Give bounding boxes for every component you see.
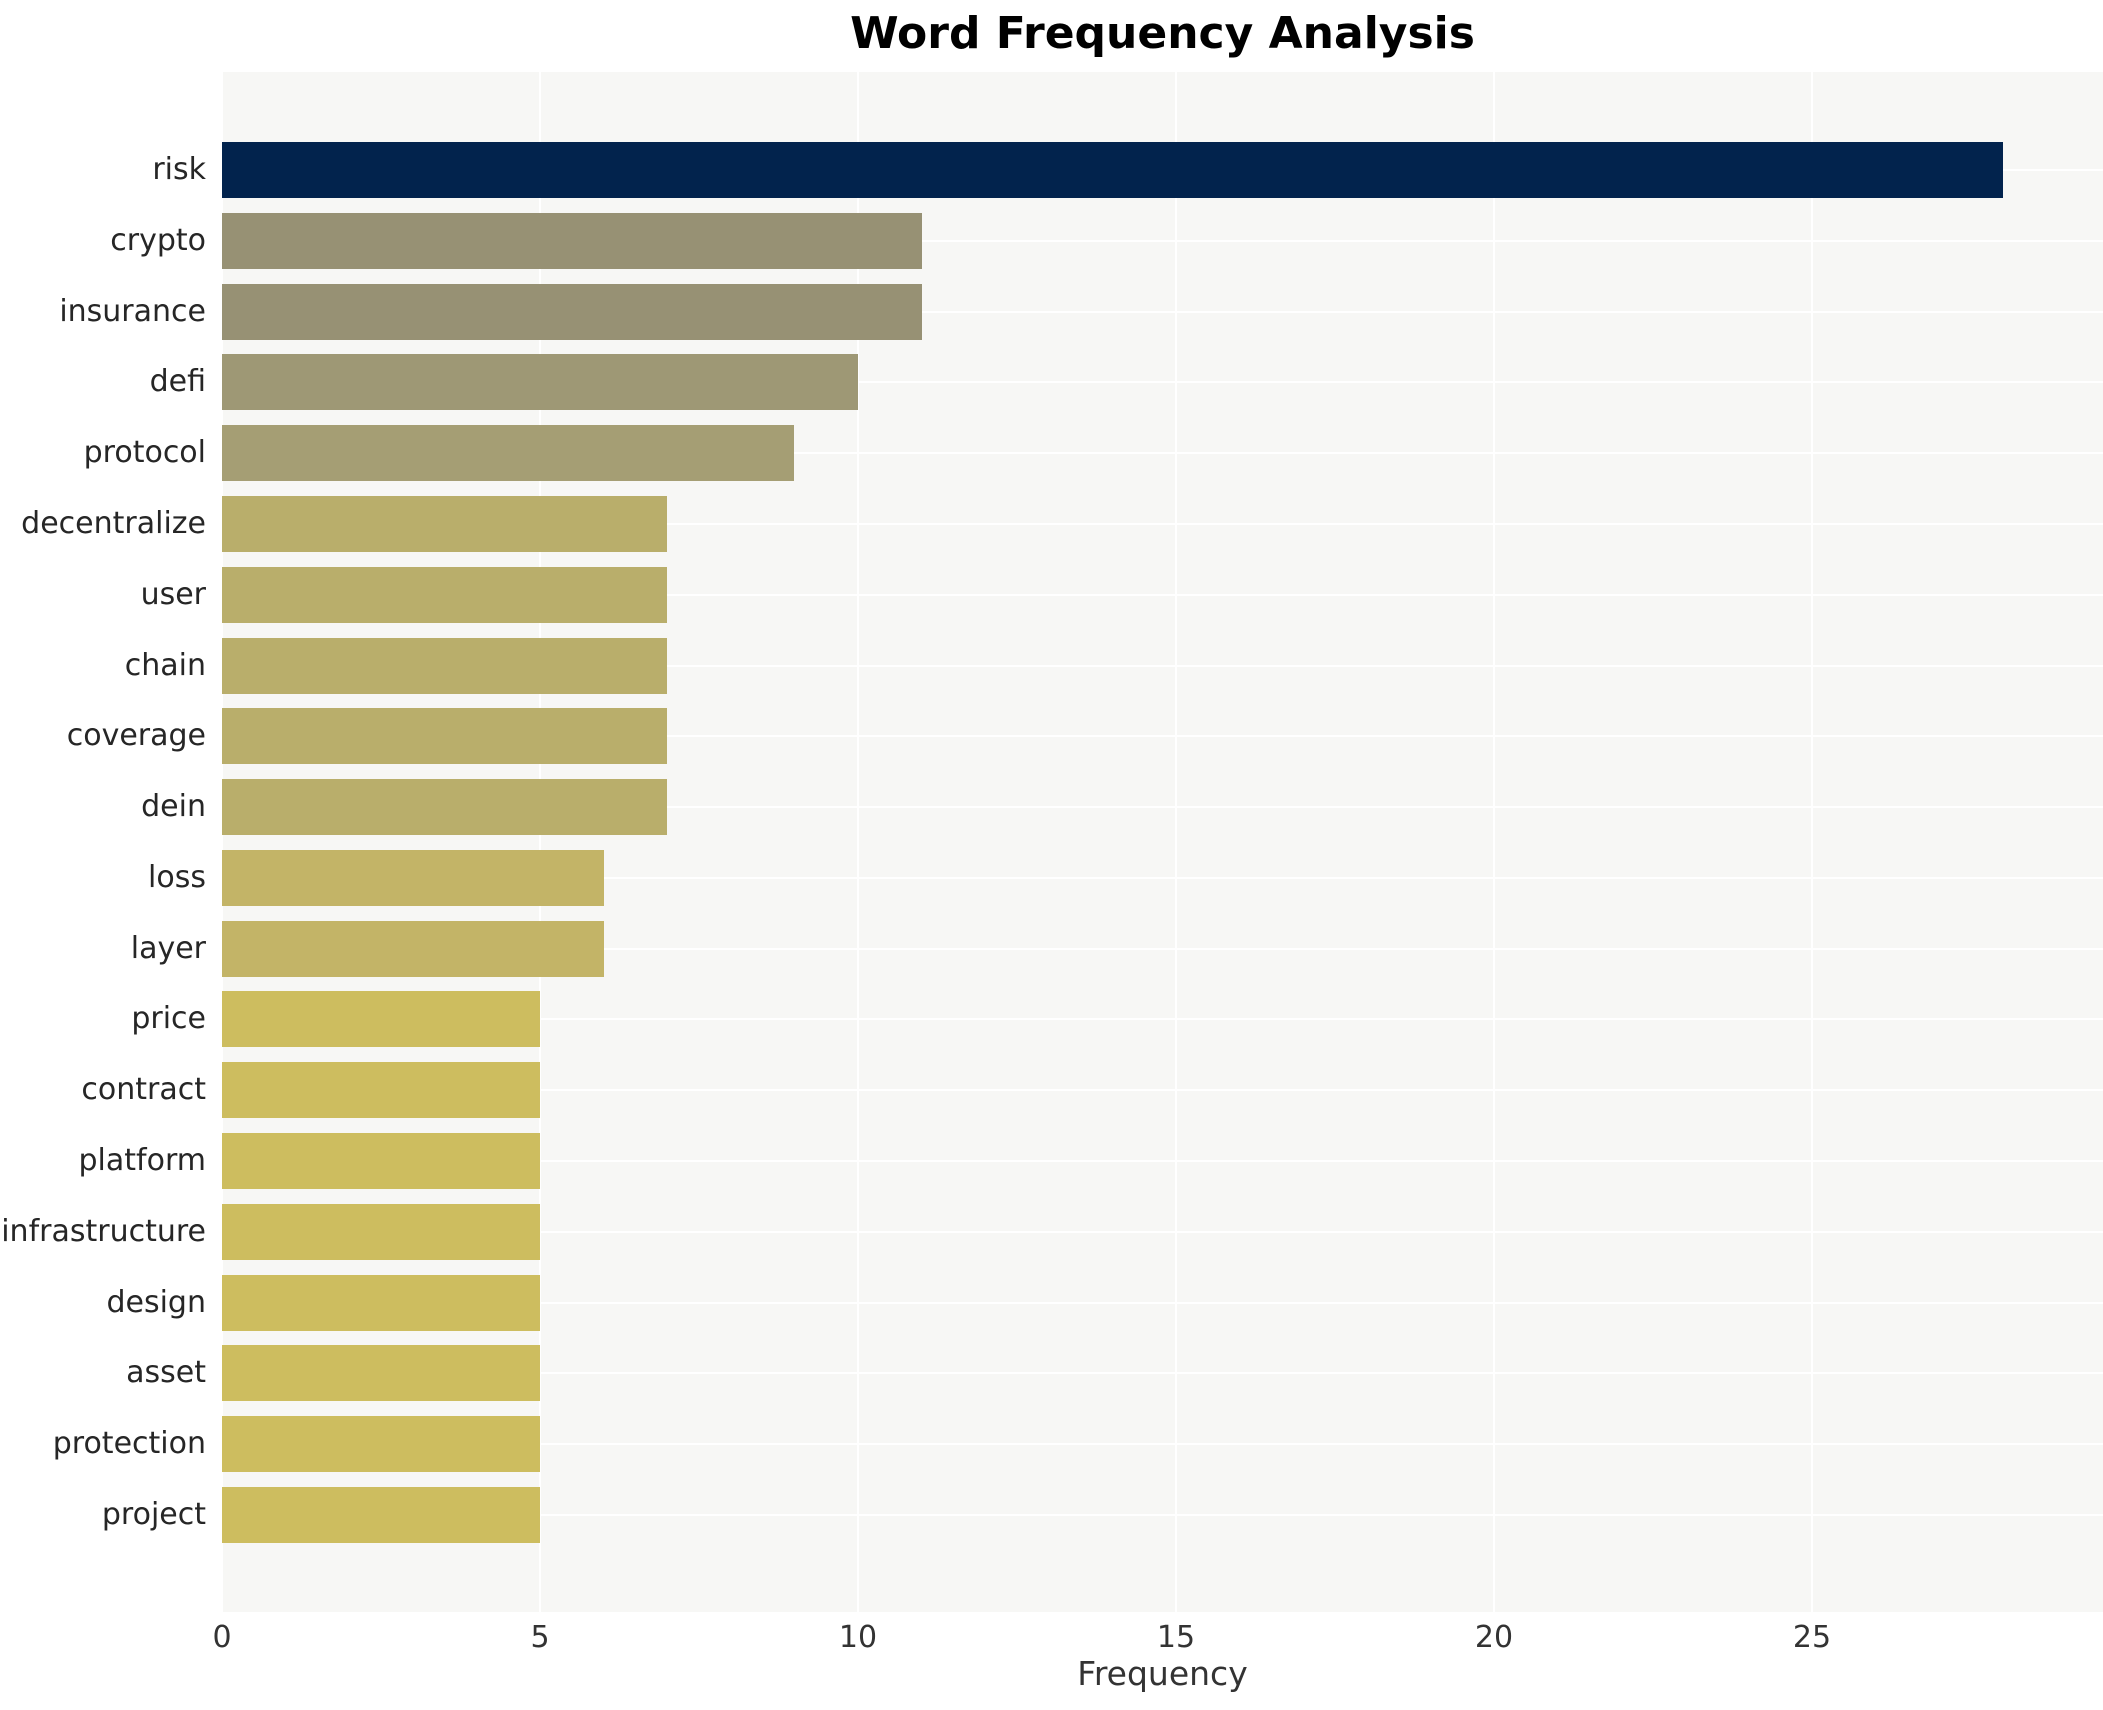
y-tick-label-platform: platform xyxy=(78,1143,206,1179)
y-tick-label-defi: defi xyxy=(149,364,206,400)
bar-defi xyxy=(222,354,858,411)
y-tick-label-chain: chain xyxy=(124,647,206,683)
y-tick-label-design: design xyxy=(106,1284,206,1320)
y-tick-label-asset: asset xyxy=(126,1355,206,1391)
x-gridline xyxy=(1493,72,1495,1612)
x-gridline xyxy=(857,72,859,1612)
bar-insurance xyxy=(222,283,922,340)
x-tick-label-20: 20 xyxy=(1474,1620,1514,1655)
y-gridline xyxy=(222,381,2103,384)
bar-coverage xyxy=(222,708,668,765)
y-tick-label-infrastructure: infrastructure xyxy=(1,1213,206,1249)
bar-price xyxy=(222,991,540,1048)
x-tick-label-25: 25 xyxy=(1792,1620,1832,1655)
y-gridline xyxy=(222,1018,2103,1021)
bar-loss xyxy=(222,849,604,906)
y-tick-label-insurance: insurance xyxy=(59,293,206,329)
y-tick-label-protection: protection xyxy=(52,1426,206,1462)
chart-title: Word Frequency Analysis xyxy=(850,8,1475,59)
y-gridline xyxy=(222,1514,2103,1516)
y-tick-label-project: project xyxy=(101,1497,206,1532)
y-tick-label-crypto: crypto xyxy=(110,222,206,258)
bar-project xyxy=(222,1487,540,1543)
bar-risk xyxy=(222,142,2003,198)
y-tick-label-risk: risk xyxy=(152,152,206,187)
bar-chain xyxy=(222,637,668,694)
y-tick-label-price: price xyxy=(131,1001,206,1037)
y-gridline xyxy=(222,947,2103,950)
y-tick-label-layer: layer xyxy=(130,930,206,966)
y-tick-label-contract: contract xyxy=(81,1072,206,1108)
x-gridline xyxy=(1811,72,1813,1612)
bar-protocol xyxy=(222,425,795,482)
bar-dein xyxy=(222,779,668,836)
y-gridline xyxy=(222,452,2103,455)
x-gridline xyxy=(1175,72,1177,1612)
y-gridline xyxy=(222,1230,2103,1233)
x-tick-label-5: 5 xyxy=(530,1620,550,1655)
x-axis-label: Frequency xyxy=(1077,1654,1248,1693)
y-tick-label-protocol: protocol xyxy=(83,435,206,471)
y-gridline xyxy=(222,664,2103,667)
x-gridline xyxy=(221,72,223,1612)
bar-crypto xyxy=(222,212,922,269)
bar-asset xyxy=(222,1345,540,1402)
y-tick-label-loss: loss xyxy=(148,859,206,895)
y-gridline xyxy=(222,1160,2103,1163)
bar-protection xyxy=(222,1416,540,1473)
x-tick-label-15: 15 xyxy=(1156,1620,1196,1655)
y-tick-label-dein: dein xyxy=(141,789,206,825)
x-tick-label-10: 10 xyxy=(838,1620,878,1655)
bar-design xyxy=(222,1274,540,1331)
y-tick-label-user: user xyxy=(140,576,206,612)
y-gridline xyxy=(222,1301,2103,1304)
y-gridline xyxy=(222,522,2103,525)
y-gridline xyxy=(222,806,2103,809)
y-gridline xyxy=(222,1443,2103,1446)
plot-area xyxy=(221,72,2103,1612)
y-gridline xyxy=(222,310,2103,313)
x-gridline xyxy=(539,72,541,1612)
bar-user xyxy=(222,566,668,623)
y-gridline xyxy=(222,876,2103,879)
y-gridline xyxy=(222,1089,2103,1092)
bar-layer xyxy=(222,920,604,977)
bar-contract xyxy=(222,1062,540,1119)
x-tick-label-0: 0 xyxy=(212,1620,232,1655)
bar-decentralize xyxy=(222,495,668,552)
bar-infrastructure xyxy=(222,1203,540,1260)
bar-platform xyxy=(222,1133,540,1190)
y-gridline xyxy=(222,1372,2103,1375)
y-gridline xyxy=(222,593,2103,596)
y-gridline xyxy=(222,735,2103,738)
y-tick-label-coverage: coverage xyxy=(66,718,206,754)
y-tick-label-decentralize: decentralize xyxy=(21,505,206,541)
y-gridline xyxy=(222,239,2103,242)
